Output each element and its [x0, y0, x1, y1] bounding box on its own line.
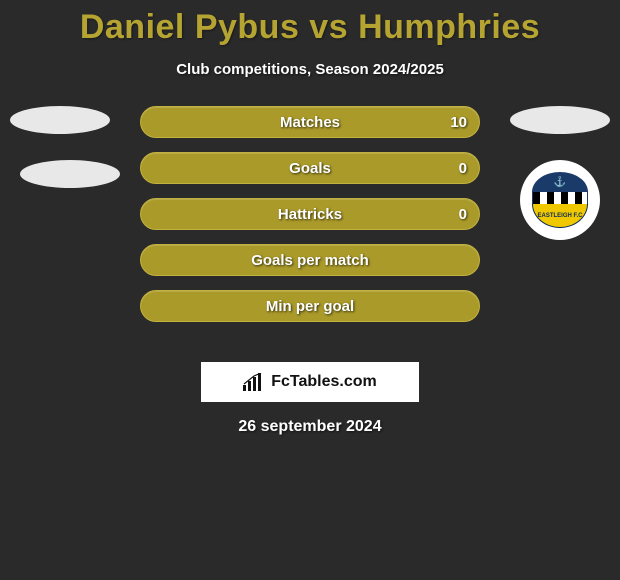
page-title: Daniel Pybus vs Humphries: [0, 0, 620, 47]
stat-value: 10: [450, 114, 467, 131]
player-left-avatar-placeholder-1: [10, 106, 110, 134]
player-left-avatar-placeholder-2: [20, 160, 120, 188]
generated-date: 26 september 2024: [0, 418, 620, 436]
stat-label: Min per goal: [266, 298, 354, 315]
stat-value: 0: [459, 206, 467, 223]
stat-bar-hattricks: Hattricks 0: [140, 198, 480, 230]
stat-label: Goals: [289, 160, 331, 177]
subtitle: Club competitions, Season 2024/2025: [0, 61, 620, 78]
eastleigh-crest-icon: ⚓ EASTLEIGH F.C: [532, 172, 588, 228]
stat-bar-matches: Matches 10: [140, 106, 480, 138]
stat-value: 0: [459, 160, 467, 177]
stat-label: Hattricks: [278, 206, 342, 223]
stat-bars: Matches 10 Goals 0 Hattricks 0 Goals per…: [140, 106, 480, 336]
stat-label: Matches: [280, 114, 340, 131]
stat-bar-goals: Goals 0: [140, 152, 480, 184]
logo-text: FcTables.com: [271, 373, 377, 391]
player-right-avatar-placeholder-1: [510, 106, 610, 134]
fctables-logo: FcTables.com: [201, 362, 419, 402]
stat-bar-goals-per-match: Goals per match: [140, 244, 480, 276]
stat-label: Goals per match: [251, 252, 369, 269]
bar-chart-icon: [243, 373, 265, 391]
stat-bar-min-per-goal: Min per goal: [140, 290, 480, 322]
club-badge: ⚓ EASTLEIGH F.C: [520, 160, 600, 240]
